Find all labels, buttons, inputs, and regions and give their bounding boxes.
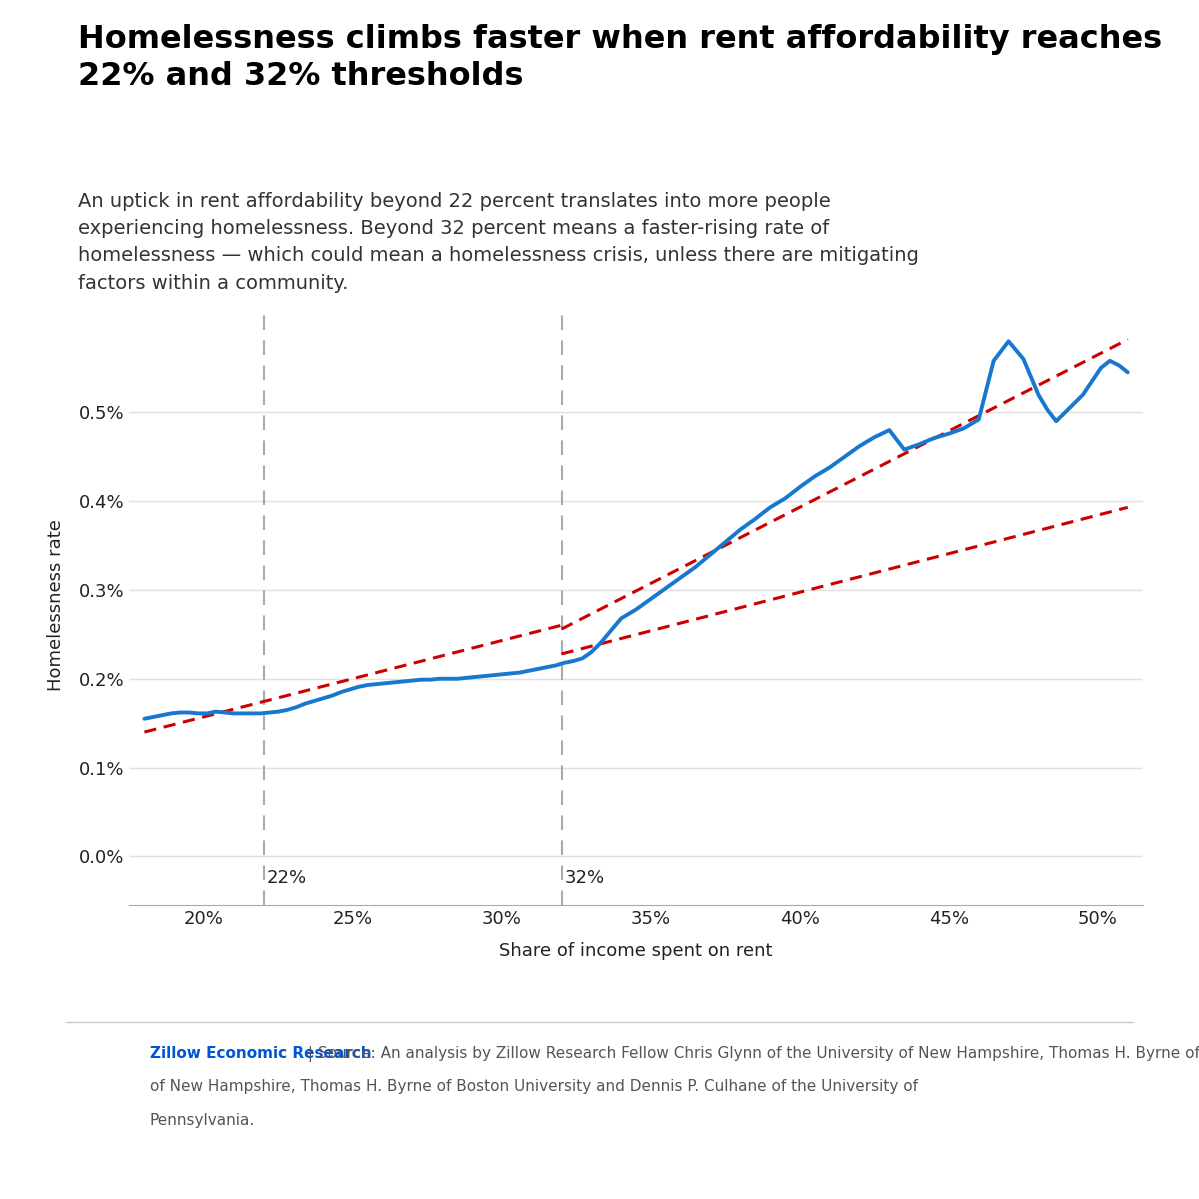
Text: 22%: 22% [266,869,307,887]
X-axis label: Share of income spent on rent: Share of income spent on rent [499,942,773,960]
Text: An uptick in rent affordability beyond 22 percent translates into more people
ex: An uptick in rent affordability beyond 2… [78,192,918,293]
Text: of New Hampshire, Thomas H. Byrne of Boston University and Dennis P. Culhane of : of New Hampshire, Thomas H. Byrne of Bos… [150,1079,918,1095]
Text: Zillow Economic Research: Zillow Economic Research [150,1046,372,1061]
Text: 32%: 32% [565,869,604,887]
Text: Homelessness climbs faster when rent affordability reaches
22% and 32% threshold: Homelessness climbs faster when rent aff… [78,24,1162,92]
Text: Pennsylvania.: Pennsylvania. [150,1113,255,1128]
Text: | Source: An analysis by Zillow Research Fellow Chris Glynn of the University of: | Source: An analysis by Zillow Research… [303,1046,1199,1061]
Y-axis label: Homelessness rate: Homelessness rate [47,519,65,692]
